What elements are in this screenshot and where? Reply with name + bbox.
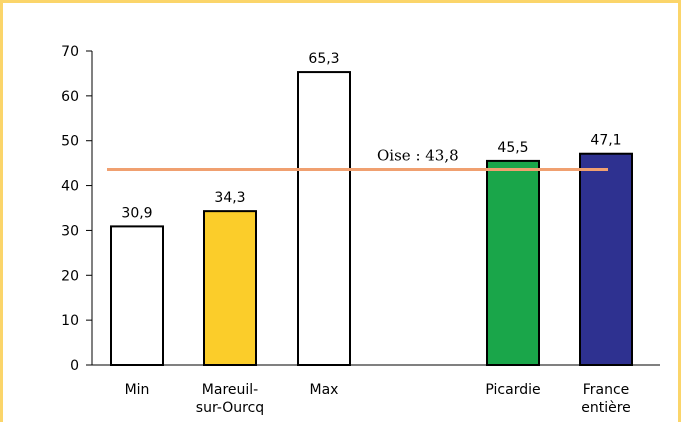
y-tick-label: 0	[70, 358, 79, 374]
y-tick-label: 10	[61, 313, 79, 329]
value-label: 47,1	[590, 133, 621, 149]
y-tick-label: 70	[61, 44, 79, 60]
category-label: Picardie	[485, 382, 540, 398]
value-label: 34,3	[214, 190, 245, 206]
bar	[297, 71, 351, 366]
y-tick-label: 20	[61, 268, 79, 284]
y-tick-label: 30	[61, 223, 79, 239]
bar	[110, 225, 164, 366]
reference-line-label: Oise : 43,8	[377, 147, 459, 165]
category-label: Min	[125, 382, 150, 398]
bar	[486, 159, 540, 366]
value-label: 65,3	[308, 51, 339, 67]
category-label: Max	[310, 382, 339, 398]
category-label: entière	[581, 400, 631, 416]
y-tick-label: 60	[61, 89, 79, 105]
y-tick-label: 50	[61, 134, 79, 150]
frame-border-top	[0, 0, 681, 3]
frame-border-right	[678, 0, 681, 422]
category-label: France	[583, 382, 630, 398]
frame-border-left	[0, 0, 3, 422]
bar	[579, 152, 633, 366]
y-tick-label: 40	[61, 179, 79, 195]
category-label: sur-Ourcq	[196, 400, 264, 416]
category-label: Mareuil-	[202, 382, 258, 398]
value-label: 30,9	[121, 205, 152, 221]
value-label: 45,5	[497, 140, 528, 156]
bar	[203, 210, 257, 366]
